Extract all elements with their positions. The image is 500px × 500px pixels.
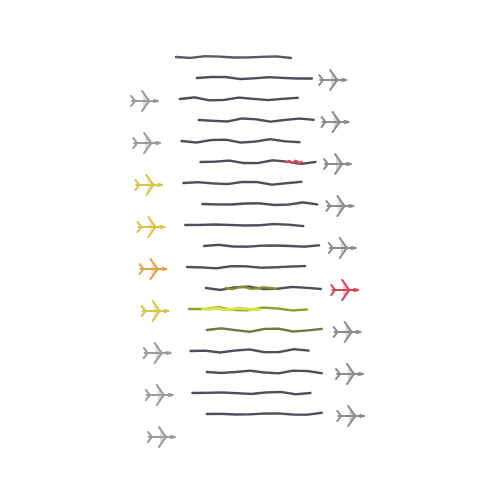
flight-line (189, 347, 310, 354)
airplane-icon (327, 237, 357, 259)
airplane-icon (134, 174, 164, 196)
flight-line (202, 243, 321, 248)
airplane-icon (146, 426, 176, 448)
flight-line (205, 369, 323, 375)
airplane-icon (336, 405, 366, 427)
airplane-icon (132, 132, 162, 154)
airplane-icon (140, 300, 170, 322)
flight-line (205, 411, 323, 416)
flight-line-highlight (201, 306, 261, 312)
airplane-icon (142, 342, 172, 364)
flight-line-highlight (224, 285, 278, 291)
flight-line (201, 201, 319, 207)
airplane-icon (335, 363, 364, 385)
flight-line (204, 285, 323, 292)
airplane-icon (323, 153, 352, 175)
flight-line (174, 54, 293, 60)
airplane-icon (320, 111, 350, 133)
airplane-icon (136, 216, 166, 238)
flight-line (178, 96, 299, 102)
flight-line (180, 137, 301, 144)
airplane-icon (144, 384, 174, 406)
flight-line (184, 222, 305, 228)
airplane-icon (330, 279, 360, 301)
flight-line (191, 390, 312, 396)
airplane-icon (332, 321, 362, 343)
airplane-icon (325, 195, 355, 217)
flight-line (195, 75, 314, 81)
airplane-icon (130, 90, 160, 112)
flight-line (199, 159, 317, 166)
flight-line (185, 264, 307, 270)
flight-line (197, 117, 315, 123)
flight-line (182, 180, 303, 186)
airplane-icon (138, 258, 168, 280)
flight-line-highlight (284, 159, 303, 165)
airplane-icon (318, 69, 348, 91)
flight-line (205, 327, 323, 334)
